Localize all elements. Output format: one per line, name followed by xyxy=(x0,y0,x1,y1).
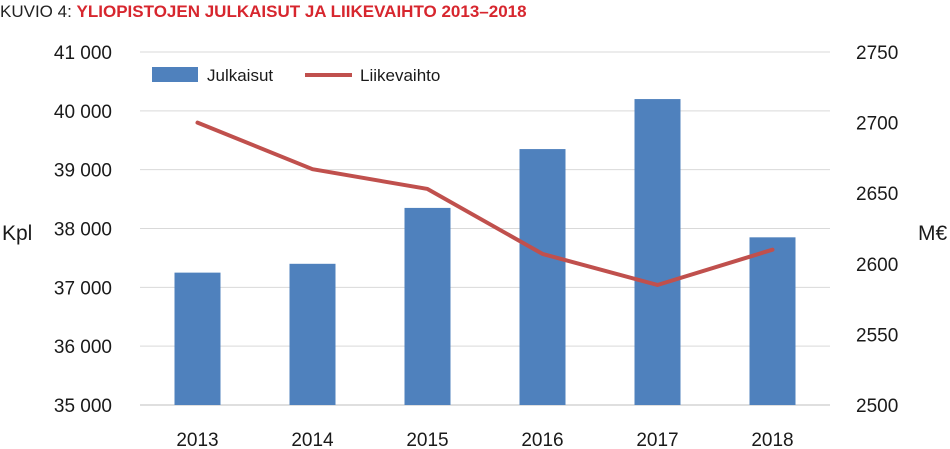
left-axis-label: Kpl xyxy=(2,222,32,245)
legend-label: Julkaisut xyxy=(207,66,273,85)
right-tick-label: 2500 xyxy=(856,396,898,417)
x-tick-label: 2015 xyxy=(406,430,448,449)
left-tick-label: 40 000 xyxy=(54,102,112,123)
bar xyxy=(174,272,221,405)
chart-title: YLIOPISTOJEN JULKAISUT JA LIIKEVAIHTO 20… xyxy=(76,2,527,21)
bar xyxy=(634,99,681,406)
bar xyxy=(749,237,796,405)
bar xyxy=(404,207,451,405)
left-tick-label: 37 000 xyxy=(54,278,112,299)
bar-series xyxy=(174,99,796,406)
legend-swatch-bars xyxy=(152,67,198,82)
right-tick-label: 2650 xyxy=(856,184,898,205)
series-line xyxy=(195,120,775,287)
right-tick-label: 2550 xyxy=(856,325,898,346)
x-axis: 2013 2014 2015 2016 2017 2018 xyxy=(176,430,793,449)
legend-label: Liikevaihto xyxy=(360,66,440,85)
legend: Julkaisut Liikevaihto xyxy=(152,66,440,85)
left-tick-label: 35 000 xyxy=(54,396,112,417)
gridlines xyxy=(140,51,830,406)
right-tick-label: 2600 xyxy=(856,255,898,276)
bar xyxy=(519,149,566,405)
right-axis: 2500 2550 2600 2650 2700 2750 xyxy=(856,43,898,417)
line-series xyxy=(195,120,775,287)
x-tick-label: 2018 xyxy=(751,430,793,449)
left-axis: 35 000 36 000 37 000 38 000 39 000 40 000 41 0… xyxy=(54,43,112,417)
figure-label: KUVIO 4: xyxy=(0,2,72,21)
figure-title: KUVIO 4: YLIOPISTOJEN JULKAISUT JA LIIKE… xyxy=(0,2,527,24)
x-tick-label: 2017 xyxy=(636,430,678,449)
right-axis-label: M€ xyxy=(918,222,947,245)
left-tick-label: 36 000 xyxy=(54,337,112,358)
right-tick-label: 2750 xyxy=(856,43,898,64)
x-tick-label: 2016 xyxy=(521,430,563,449)
left-tick-label: 41 000 xyxy=(54,43,112,64)
right-tick-label: 2700 xyxy=(856,114,898,135)
left-tick-label: 38 000 xyxy=(54,220,112,241)
bar xyxy=(289,263,336,405)
left-tick-label: 39 000 xyxy=(54,161,112,182)
x-tick-label: 2013 xyxy=(176,430,218,449)
x-tick-label: 2014 xyxy=(291,430,334,449)
